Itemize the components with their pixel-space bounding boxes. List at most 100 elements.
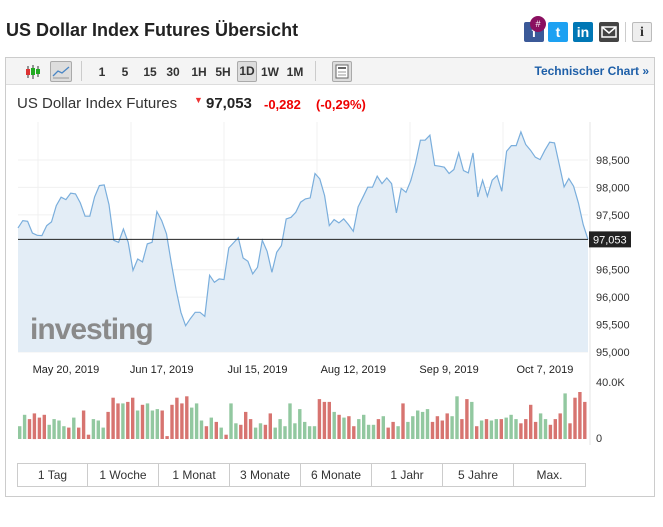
volume-bar [489,420,494,439]
news-panel-icon[interactable] [332,61,352,82]
volume-bar [347,416,351,439]
time-range-selector: 1 Tag 1 Woche 1 Monat 3 Monate 6 Monate 1 Jah… [17,463,586,487]
volume-bar [293,423,297,439]
volume-bar [209,417,213,439]
watermark-brand: investing [30,313,154,346]
interval-5h[interactable]: 5H [215,65,231,79]
volume-bar [411,416,415,439]
y-tick-label: 96,000 [596,292,630,304]
range-button[interactable]: 1 Jahr [372,464,443,486]
price-change-percent: (-0,29%) [316,97,366,112]
volume-bar [224,434,228,439]
volume-bar [376,419,381,439]
interval-1[interactable]: 1 [98,65,106,79]
volume-bar [67,427,71,439]
email-share-icon[interactable] [599,22,619,42]
volume-bar [450,416,454,439]
interval-1w[interactable]: 1W [261,65,279,79]
investing-watermark: investing [30,313,154,347]
technical-chart-link[interactable]: Technischer Chart » [534,64,649,78]
interval-15[interactable]: 15 [143,65,157,79]
price-area [18,131,588,352]
volume-bar [190,407,194,439]
volume-bar [391,421,395,439]
volume-bar [27,419,32,439]
volume-bar [416,410,420,439]
interval-1m[interactable]: 1M [286,65,304,79]
volume-bar [401,403,405,439]
linkedin-share-icon[interactable]: in [573,22,593,42]
volume-bar [568,423,572,439]
volume-bar [194,403,199,439]
line-chart-icon[interactable] [50,61,72,82]
volume-bar [524,419,528,439]
volume-bar [465,399,469,439]
volume-bar [342,417,346,439]
volume-bar [170,404,174,439]
range-button[interactable]: 1 Tag [18,464,88,486]
volume-bar [371,424,376,440]
x-tick-label: Oct 7, 2019 [516,364,573,376]
interval-5[interactable]: 5 [121,65,129,79]
volume-bar [543,419,548,439]
volume-tick-label: 40.0K [596,377,625,389]
volume-bar [337,414,341,439]
volume-bar [234,423,238,439]
interval-1h[interactable]: 1H [191,65,207,79]
volume-bar [135,410,140,439]
y-tick-label: 96,500 [596,265,630,277]
y-tick-label: 98,000 [596,182,630,194]
candlestick-chart-icon[interactable] [24,63,42,81]
price-change: -0,282 [264,97,301,112]
interval-30[interactable]: 30 [166,65,180,79]
volume-bar [258,423,263,439]
volume-bar [298,409,302,439]
volume-bar [538,413,543,440]
volume-bar [165,436,169,439]
range-button[interactable]: 1 Woche [88,464,159,486]
range-button[interactable]: Max. [536,468,563,482]
volume-bar [111,397,115,439]
volume-bar [529,404,533,439]
volume-bar [533,421,538,439]
divider [315,61,316,81]
volume-bar [366,424,371,440]
volume-bar [386,427,390,439]
volume-bar [140,404,145,439]
volume-bar [303,421,307,439]
price-chart[interactable]: 98,500 98,000 97,500 96,500 96,000 95,500 95,0… [0,0,663,455]
interval-1d[interactable]: 1D [237,61,257,82]
volume-bar [160,410,164,439]
volume-bar [81,410,86,439]
volume-bar [406,421,410,439]
volume-bar [514,419,518,439]
info-button[interactable]: i [632,22,652,42]
volume-bar [494,419,498,439]
volume-bar [322,401,327,439]
x-tick-label: Sep 9, 2019 [419,364,478,376]
volume-bar [504,417,508,439]
volume-bar [239,424,243,440]
range-button[interactable]: 1 Monat [159,464,230,486]
volume-bar [499,419,503,439]
range-button[interactable]: 5 Jahre [443,464,514,486]
volume-bar [578,392,582,439]
volume-bar [479,420,484,439]
divider [81,61,82,81]
range-button[interactable]: 6 Monate [301,464,372,486]
volume-bar [420,411,425,439]
notification-badge[interactable]: # [530,16,546,32]
volume-bar [263,424,268,440]
volume-bar [86,434,91,439]
volume-bar [288,403,292,439]
twitter-share-icon[interactable]: t [548,22,568,42]
volume-bar [332,411,336,439]
volume-bar [430,421,435,439]
x-tick-label: Jun 17, 2019 [130,364,194,376]
volume-bar [32,413,37,440]
y-tick-label: 95,000 [596,347,630,359]
volume-bar [425,409,430,439]
range-button[interactable]: 3 Monate [230,464,301,486]
volume-bar [283,426,287,439]
volume-bar [150,410,155,439]
